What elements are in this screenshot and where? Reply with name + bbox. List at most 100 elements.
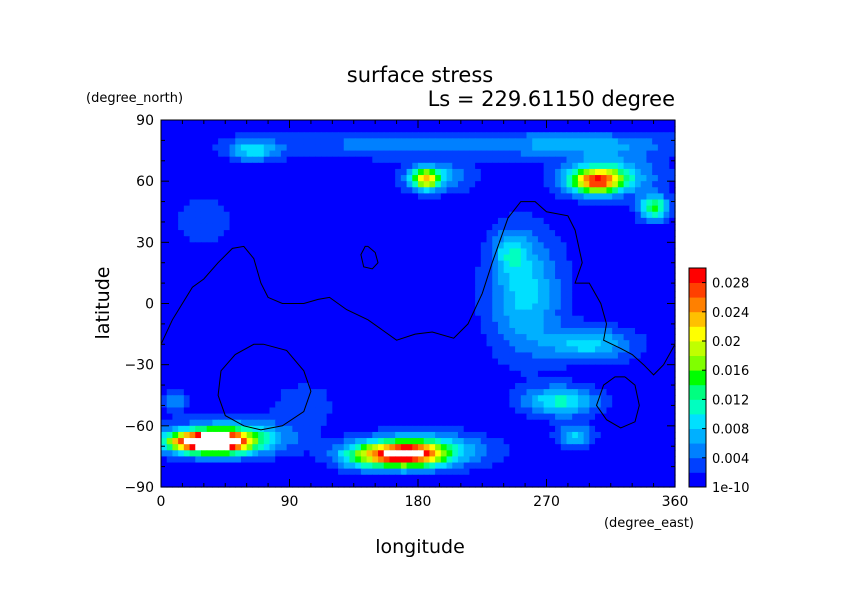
heatmap-cell <box>669 419 676 427</box>
heatmap-cell <box>252 438 259 445</box>
heatmap-cell <box>206 223 213 231</box>
heatmap-cell <box>303 279 311 286</box>
heatmap-cell <box>200 327 208 335</box>
heatmap-cell <box>486 205 493 213</box>
heatmap-cell <box>629 285 636 292</box>
heatmap-cell <box>240 383 248 390</box>
heatmap-cell <box>418 266 425 274</box>
heatmap-cell <box>520 285 528 292</box>
heatmap-cell <box>172 297 179 305</box>
heatmap-cell <box>640 199 648 207</box>
heatmap-cell <box>583 321 590 329</box>
heatmap-cell <box>663 309 670 317</box>
heatmap-cell <box>497 450 505 458</box>
heatmap-cell <box>640 248 648 256</box>
heatmap-cell <box>572 309 579 317</box>
heatmap-cell <box>218 162 225 170</box>
heatmap-cell <box>269 419 276 427</box>
heatmap-cell <box>360 187 368 194</box>
heatmap-cell <box>389 431 396 439</box>
heatmap-cell <box>469 450 476 458</box>
heatmap-cell <box>166 285 174 292</box>
heatmap-cell <box>412 334 419 341</box>
heatmap-cell <box>252 175 259 182</box>
heatmap-cell <box>452 285 459 292</box>
heatmap-cell <box>235 389 242 396</box>
heatmap-cell <box>423 395 431 402</box>
heatmap-cell <box>349 199 356 207</box>
heatmap-cell <box>360 230 368 237</box>
heatmap-cell <box>566 334 573 341</box>
heatmap-cell <box>195 132 202 139</box>
heatmap-cell <box>183 199 191 207</box>
heatmap-cell <box>486 364 493 372</box>
heatmap-cell <box>589 211 596 219</box>
heatmap-cell <box>452 211 459 219</box>
heatmap-cell <box>275 450 282 458</box>
heatmap-cell <box>497 407 505 415</box>
heatmap-cell <box>189 340 196 347</box>
heatmap-cell <box>457 175 465 182</box>
heatmap-cell <box>315 370 322 378</box>
heatmap-cell <box>349 285 356 292</box>
heatmap-cell <box>252 162 259 170</box>
heatmap-cell <box>309 242 316 250</box>
heatmap-cell <box>532 395 539 402</box>
heatmap-cell <box>212 383 219 390</box>
heatmap-cell <box>423 407 431 415</box>
heatmap-cell <box>189 383 196 390</box>
heatmap-cell <box>320 254 328 262</box>
heatmap-cell <box>629 279 636 286</box>
heatmap-cell <box>206 126 213 133</box>
heatmap-cell <box>657 444 665 451</box>
heatmap-cell <box>269 120 276 127</box>
heatmap-cell <box>520 260 528 268</box>
heatmap-cell <box>406 456 413 464</box>
heatmap-cell <box>652 297 659 305</box>
heatmap-cell <box>520 144 528 152</box>
heatmap-cell <box>395 431 402 439</box>
heatmap-cell <box>263 254 271 262</box>
heatmap-cell <box>475 223 482 231</box>
heatmap-cell <box>338 291 345 298</box>
heatmap-cell <box>515 431 522 439</box>
heatmap-cell <box>343 431 351 439</box>
heatmap-cell <box>218 456 225 464</box>
heatmap-cell <box>320 327 328 335</box>
heatmap-cell <box>286 181 293 188</box>
heatmap-cell <box>349 162 356 170</box>
heatmap-cell <box>206 181 213 188</box>
heatmap-cell <box>315 150 322 158</box>
heatmap-cell <box>206 162 213 170</box>
heatmap-cell <box>635 162 642 170</box>
heatmap-cell <box>240 327 248 335</box>
heatmap-cell <box>355 444 362 451</box>
heatmap-cell <box>343 162 351 170</box>
heatmap-cell <box>469 193 476 201</box>
heatmap-cell <box>298 248 305 256</box>
heatmap-cell <box>532 297 539 305</box>
heatmap-cell <box>669 309 676 317</box>
heatmap-cell <box>486 193 493 201</box>
heatmap-cell <box>309 211 316 219</box>
heatmap-cell <box>452 144 459 152</box>
heatmap-cell <box>555 162 562 170</box>
heatmap-cell <box>309 315 316 323</box>
heatmap-cell <box>640 346 648 354</box>
heatmap-cell <box>212 193 219 201</box>
heatmap-cell <box>463 211 470 219</box>
heatmap-cell <box>515 419 522 427</box>
heatmap-cell <box>617 187 625 194</box>
heatmap-cell <box>555 175 562 182</box>
heatmap-cell <box>360 199 368 207</box>
heatmap-cell <box>412 242 419 250</box>
heatmap-cell <box>280 175 288 182</box>
heatmap-cell <box>520 383 528 390</box>
heatmap-cell <box>355 340 362 347</box>
heatmap-cell <box>286 407 293 415</box>
heatmap-cell <box>183 260 191 268</box>
heatmap-cell <box>486 401 493 409</box>
heatmap-cell <box>372 395 379 402</box>
heatmap-cell <box>612 279 619 286</box>
heatmap-cell <box>298 340 305 347</box>
